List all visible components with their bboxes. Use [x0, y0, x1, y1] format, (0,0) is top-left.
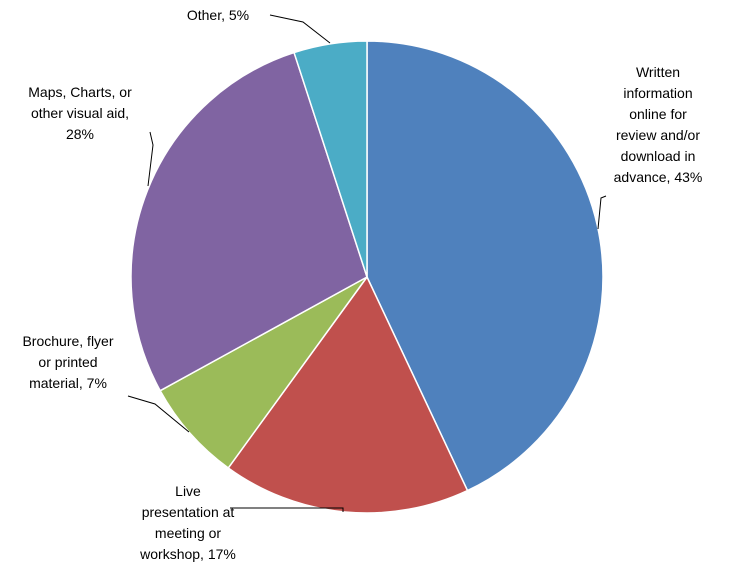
- slice-label-line: 28%: [66, 126, 94, 142]
- slice-label-line: Written: [636, 64, 680, 80]
- slice-label-line: other visual aid,: [31, 105, 129, 121]
- slice-label-line: meeting or: [155, 525, 221, 541]
- leader-lines: [127, 14, 607, 512]
- pie-slice: [293, 40, 368, 278]
- slice-label-line: Live: [175, 483, 201, 499]
- slice-label: Maps, Charts, or other visual aid, 28%: [28, 84, 132, 142]
- slice-label: Live presentation at meeting or workshop, 1…: [139, 483, 236, 562]
- slice-label: Other, 5%: [187, 7, 249, 23]
- pie-slice: [159, 276, 368, 469]
- pie-slice: [227, 275, 469, 514]
- slice-label: Brochure, flyer or printed material, 7%: [22, 333, 113, 391]
- leader-line: [147, 131, 154, 187]
- slice-label-line: advance, 43%: [614, 169, 703, 185]
- slice-label-line: information: [623, 85, 692, 101]
- slice-label: Written information online for review and/o…: [614, 64, 703, 185]
- slice-label-line: review and/or: [616, 127, 700, 143]
- pie-slices: [130, 40, 604, 514]
- slice-label-line: Other, 5%: [187, 7, 249, 23]
- slice-label-line: download in: [621, 148, 696, 164]
- slice-label-line: workshop, 17%: [139, 546, 236, 562]
- slice-label-line: online for: [629, 106, 687, 122]
- slice-labels: Written information online for review and/o…: [22, 7, 702, 562]
- slice-label-line: material, 7%: [29, 375, 107, 391]
- slice-label-line: Maps, Charts, or: [28, 84, 132, 100]
- leader-line: [597, 195, 607, 230]
- pie-slice: [366, 40, 604, 492]
- slice-label-line: Brochure, flyer: [22, 333, 113, 349]
- slice-label-line: presentation at: [142, 504, 235, 520]
- pie-slice: [130, 51, 368, 392]
- leader-line: [230, 507, 344, 512]
- leader-line: [269, 14, 331, 44]
- leader-line: [127, 395, 190, 433]
- slice-label-line: or printed: [38, 354, 97, 370]
